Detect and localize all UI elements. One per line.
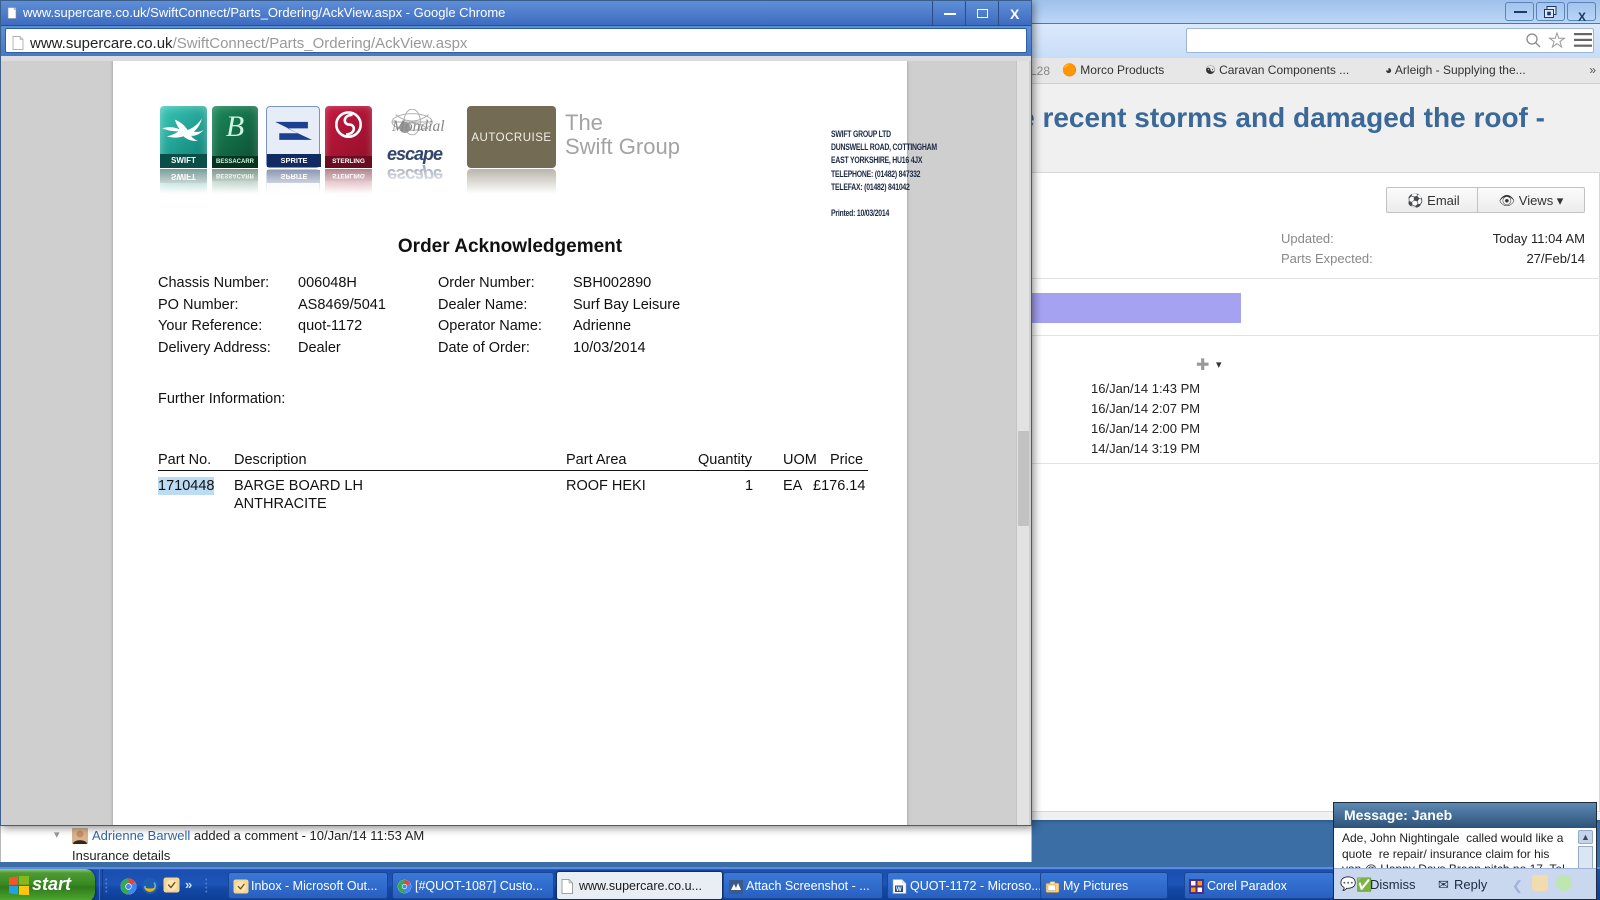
svg-text:W: W [896, 887, 902, 893]
